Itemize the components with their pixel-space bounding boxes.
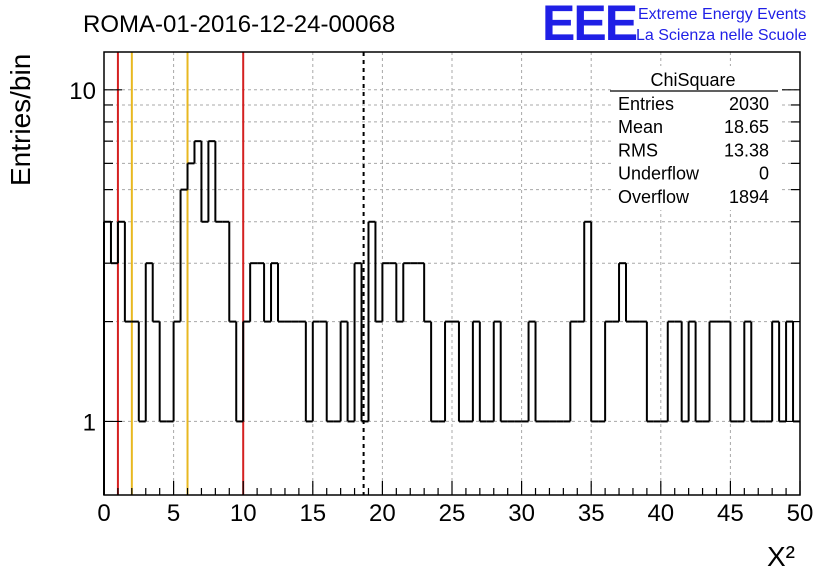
stats-row-value: 13.38 <box>724 140 769 160</box>
x-tick-label: 0 <box>97 500 110 527</box>
x-tick-label: 30 <box>508 500 535 527</box>
stats-row-label: Mean <box>618 117 663 137</box>
stats-row-value: 1894 <box>729 187 769 207</box>
histogram-series <box>103 140 800 495</box>
x-tick-label: 10 <box>230 500 257 527</box>
stats-row-value: 2030 <box>729 94 769 114</box>
axis-ticks <box>103 89 801 495</box>
x-tick-label: 35 <box>578 500 605 527</box>
x-tick-label: 40 <box>647 500 674 527</box>
y-tick-label: 10 <box>69 78 96 105</box>
stats-row-label: Entries <box>618 94 674 114</box>
y-axis-label: Entries/bin <box>5 54 36 186</box>
stats-row-label: Overflow <box>618 187 690 207</box>
brand-line-2: La Scienza nelle Scuole <box>636 27 807 44</box>
x-tick-label: 45 <box>717 500 744 527</box>
y-tick-labels: 1 10 <box>69 78 96 437</box>
x-tick-label: 50 <box>787 500 814 527</box>
x-tick-label: 5 <box>167 500 180 527</box>
stats-row-label: Underflow <box>618 164 700 184</box>
stats-row-label: RMS <box>618 140 658 160</box>
stats-row-value: 0 <box>759 164 769 184</box>
x-tick-label: 20 <box>369 500 396 527</box>
brand-line-1: Extreme Energy Events <box>638 6 806 23</box>
x-tick-label: 15 <box>299 500 326 527</box>
stats-box-rows: Entries 2030 Mean 18.65 RMS 13.38 Underflow 0 Ov… <box>618 94 769 207</box>
chart-title: ROMA-01-2016-12-24-00068 <box>83 11 395 38</box>
y-tick-label: 1 <box>83 409 96 436</box>
stats-box: ChiSquare Entries 2030 Mean 18.65 RMS 13.38 Un… <box>610 66 782 210</box>
x-tick-label: 25 <box>439 500 466 527</box>
stats-box-title: ChiSquare <box>650 70 735 90</box>
x-axis-label: X² <box>767 541 795 572</box>
eee-logo: EEE <box>542 0 637 51</box>
stats-row-value: 18.65 <box>724 117 769 137</box>
x-tick-labels: 0 5 10 15 20 25 30 35 40 45 50 <box>97 500 813 527</box>
stats-box-bg <box>612 66 782 210</box>
reference-lines <box>116 52 365 495</box>
